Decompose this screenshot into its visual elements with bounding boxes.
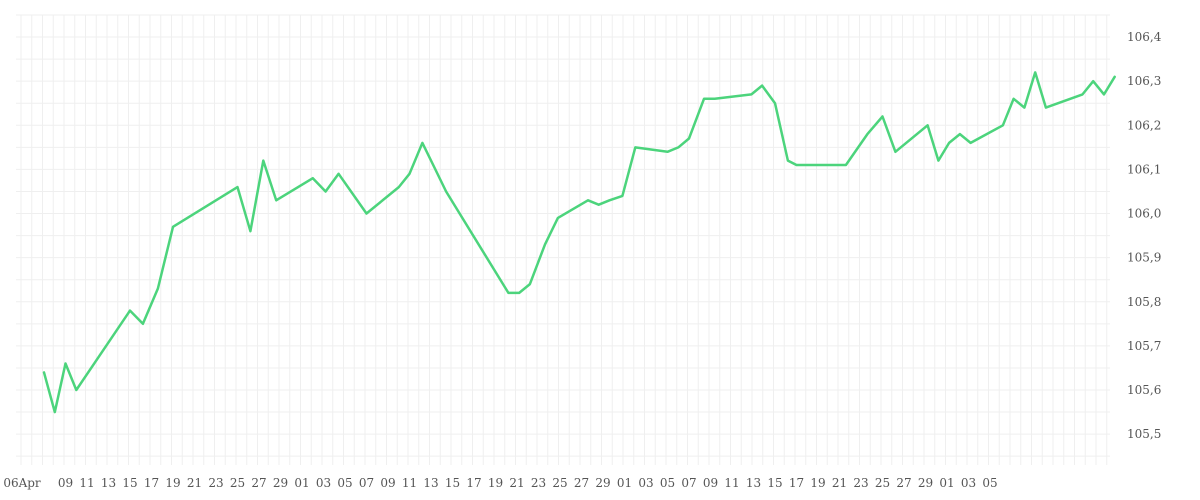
series-layer [42, 71, 1116, 414]
x-tick-label: 03 [961, 476, 976, 490]
y-tick-label: 106,3 [1127, 74, 1161, 88]
x-tick-label: 21 [832, 476, 847, 490]
x-tick-label: 29 [595, 476, 610, 490]
x-tick-label: 15 [767, 476, 782, 490]
grid [16, 14, 1110, 465]
x-tick-label: 03 [316, 476, 331, 490]
x-tick-label: 05 [660, 476, 675, 490]
x-tick-label: 07 [681, 476, 696, 490]
x-tick-label: 09 [58, 476, 73, 490]
x-tick-label: 27 [896, 476, 911, 490]
x-tick-label: 11 [402, 476, 417, 490]
x-tick-label: 15 [445, 476, 460, 490]
x-tick-label: 15 [122, 476, 137, 490]
x-tick-label: 25 [875, 476, 890, 490]
y-tick-label: 106,1 [1127, 162, 1161, 176]
y-axis: 105,5 105,6 105,7 105,8 105,9 106,0 106,1 106,2… [1127, 30, 1162, 441]
x-tick-label: 01 [294, 476, 309, 490]
x-tick-label: 01 [617, 476, 632, 490]
x-tick-label: 09 [703, 476, 718, 490]
x-axis: 06Apr 09 11 13 15 17 19 21 23 25 27 29 01 03 05 07 09 11 1… [3, 476, 997, 490]
x-tick-label: 17 [144, 476, 159, 490]
x-tick-label: 07 [359, 476, 374, 490]
y-tick-label: 106,2 [1127, 118, 1161, 132]
x-tick-label: 29 [918, 476, 933, 490]
x-tick-label: 23 [208, 476, 223, 490]
x-tick-label: 25 [230, 476, 245, 490]
x-tick-label: 19 [810, 476, 825, 490]
x-tick-label: 13 [101, 476, 116, 490]
y-tick-label: 105,5 [1127, 427, 1161, 441]
x-tick-label: 21 [509, 476, 524, 490]
y-tick-label: 105,6 [1127, 383, 1161, 397]
x-tick-label: 11 [79, 476, 94, 490]
x-tick-label: 29 [273, 476, 288, 490]
x-tick-label: 05 [982, 476, 997, 490]
series-line [42, 71, 1116, 414]
x-tick-label: 11 [724, 476, 739, 490]
y-tick-label: 106,0 [1127, 207, 1161, 221]
x-tick-label: 01 [939, 476, 954, 490]
x-tick-label: 27 [574, 476, 589, 490]
y-tick-label: 105,8 [1127, 295, 1161, 309]
x-tick-label: 13 [423, 476, 438, 490]
x-tick-label: 09 [380, 476, 395, 490]
x-tick-label: 06Apr [3, 476, 41, 490]
x-tick-label: 19 [488, 476, 503, 490]
x-tick-label: 23 [853, 476, 868, 490]
y-tick-label: 106,4 [1127, 30, 1162, 44]
x-tick-label: 05 [337, 476, 352, 490]
y-tick-label: 105,9 [1127, 251, 1161, 265]
y-tick-label: 105,7 [1127, 339, 1161, 353]
x-tick-label: 25 [552, 476, 567, 490]
x-tick-label: 03 [638, 476, 653, 490]
x-tick-label: 13 [746, 476, 761, 490]
x-tick-label: 27 [251, 476, 266, 490]
x-tick-label: 17 [466, 476, 481, 490]
x-tick-label: 23 [531, 476, 546, 490]
x-tick-label: 21 [187, 476, 202, 490]
x-tick-label: 19 [165, 476, 180, 490]
x-tick-label: 17 [789, 476, 804, 490]
